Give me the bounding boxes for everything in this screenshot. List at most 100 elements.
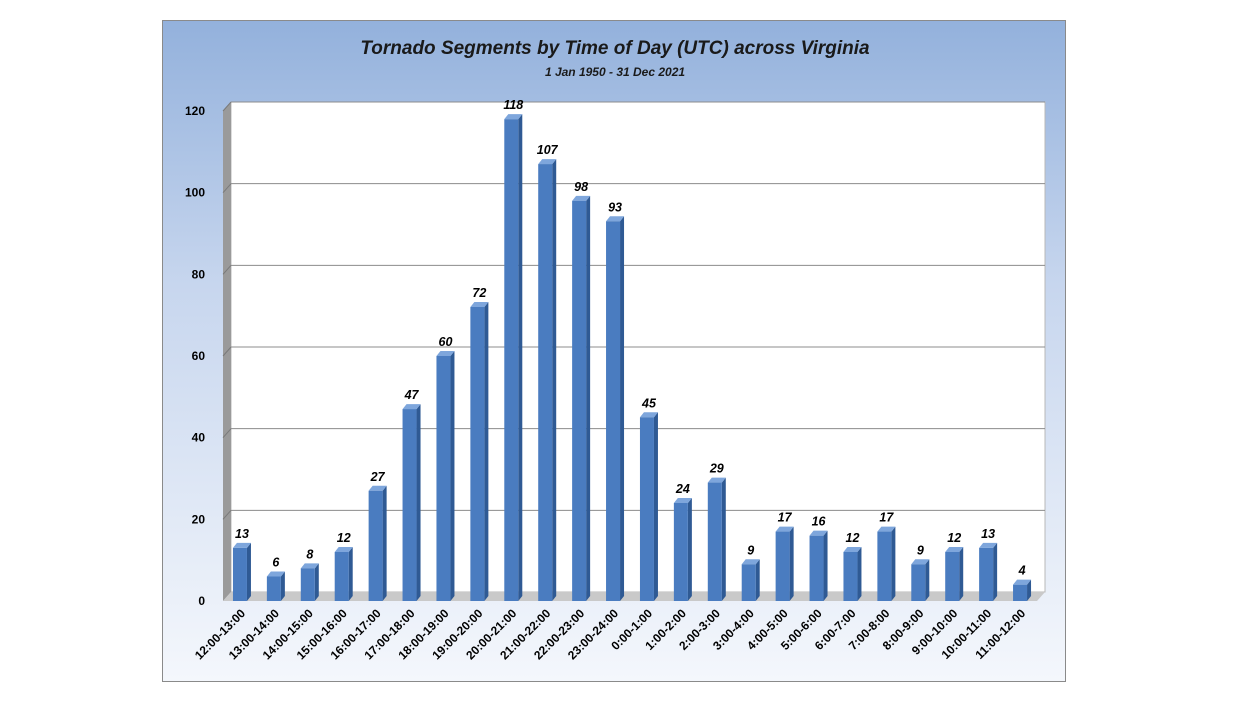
bar-side bbox=[857, 547, 862, 601]
data-label: 16 bbox=[812, 515, 827, 529]
bar-side bbox=[959, 547, 964, 601]
bar-top bbox=[1013, 579, 1032, 585]
gridline-side bbox=[222, 428, 232, 438]
bar-side bbox=[280, 571, 285, 601]
bar-front bbox=[775, 531, 790, 601]
bar bbox=[470, 302, 489, 601]
bar-front bbox=[232, 547, 247, 601]
bar-top bbox=[639, 412, 658, 418]
bar bbox=[979, 542, 998, 601]
gridline-side bbox=[222, 101, 232, 112]
bar-side bbox=[823, 530, 828, 601]
bar-top bbox=[266, 571, 285, 577]
data-label: 9 bbox=[917, 543, 924, 557]
data-label: 107 bbox=[537, 143, 559, 157]
gridline-side bbox=[222, 183, 232, 193]
bar-top bbox=[334, 547, 353, 552]
gridline-side bbox=[222, 265, 232, 275]
data-label: 98 bbox=[574, 180, 588, 194]
bar-front bbox=[809, 535, 824, 601]
bar-top bbox=[606, 216, 625, 222]
bar-front bbox=[843, 552, 858, 601]
y-tick-label: 20 bbox=[192, 512, 206, 526]
data-label: 29 bbox=[709, 462, 724, 476]
data-label: 27 bbox=[370, 470, 386, 484]
bar-side bbox=[1027, 579, 1032, 601]
bar-front bbox=[606, 221, 621, 601]
bar-top bbox=[402, 404, 421, 410]
data-label: 45 bbox=[641, 396, 657, 410]
bar-side bbox=[789, 526, 794, 601]
data-label: 13 bbox=[981, 527, 995, 541]
bar-front bbox=[572, 200, 587, 602]
chart-frame: Tornado Segments by Time of Day (UTC) ac… bbox=[162, 20, 1066, 682]
y-tick-label: 0 bbox=[198, 594, 205, 608]
bar bbox=[436, 351, 455, 601]
data-label: 118 bbox=[503, 98, 523, 112]
data-label: 17 bbox=[879, 511, 894, 525]
bar-front bbox=[402, 409, 417, 601]
bar-front bbox=[979, 547, 994, 601]
bar-top bbox=[572, 195, 591, 201]
bar-side bbox=[552, 159, 557, 602]
bar-top bbox=[470, 302, 489, 307]
bar-front bbox=[266, 576, 281, 601]
bar bbox=[368, 485, 387, 601]
data-label: 8 bbox=[306, 547, 313, 561]
bar-side bbox=[755, 559, 760, 601]
bar bbox=[402, 404, 421, 601]
bar bbox=[843, 547, 862, 601]
data-label: 24 bbox=[675, 482, 690, 496]
bar-front bbox=[300, 568, 315, 601]
data-label: 12 bbox=[947, 531, 961, 545]
y-tick-label: 80 bbox=[192, 267, 206, 281]
bar-side bbox=[348, 547, 353, 601]
bar-top bbox=[945, 547, 964, 552]
bar bbox=[911, 559, 930, 601]
data-label: 12 bbox=[846, 531, 860, 545]
data-label: 17 bbox=[778, 511, 793, 525]
bar-side bbox=[416, 404, 421, 601]
bar bbox=[334, 547, 353, 601]
data-label: 6 bbox=[272, 556, 280, 570]
gridline-side bbox=[222, 346, 232, 357]
bar-top bbox=[707, 477, 726, 483]
bar-side bbox=[246, 542, 251, 601]
y-tick-label: 120 bbox=[185, 104, 205, 118]
bar-side bbox=[586, 195, 591, 602]
bar-top bbox=[809, 530, 828, 536]
bar-front bbox=[877, 531, 892, 601]
bar-top bbox=[741, 559, 760, 565]
bar-side bbox=[518, 114, 523, 602]
data-label: 93 bbox=[608, 200, 622, 214]
data-label: 9 bbox=[747, 543, 754, 557]
bar-front bbox=[707, 482, 722, 601]
bar-front bbox=[334, 552, 349, 601]
bar-side bbox=[484, 302, 489, 601]
bar-top bbox=[673, 498, 692, 503]
bar-front bbox=[504, 119, 519, 602]
bar bbox=[232, 542, 251, 601]
bar-top bbox=[300, 563, 319, 569]
data-label: 47 bbox=[404, 388, 420, 402]
bar-front bbox=[538, 164, 553, 602]
data-label: 12 bbox=[337, 531, 351, 545]
bar-side bbox=[687, 498, 692, 601]
bar-front bbox=[911, 564, 926, 601]
bar-front bbox=[436, 356, 451, 601]
bar-side bbox=[314, 563, 319, 601]
bar bbox=[538, 159, 557, 602]
bar-side bbox=[891, 526, 896, 601]
bar-top bbox=[436, 351, 455, 356]
bar-side bbox=[925, 559, 930, 601]
bar bbox=[504, 114, 523, 602]
bar-front bbox=[1013, 584, 1028, 601]
bar bbox=[606, 216, 625, 601]
bar-front bbox=[368, 490, 383, 601]
bar-top bbox=[775, 526, 794, 532]
gridline-side bbox=[222, 510, 232, 520]
data-label: 13 bbox=[235, 527, 249, 541]
plot-floor bbox=[223, 592, 1045, 601]
bar bbox=[877, 526, 896, 601]
bar-chart: Tornado Segments by Time of Day (UTC) ac… bbox=[185, 38, 1046, 662]
